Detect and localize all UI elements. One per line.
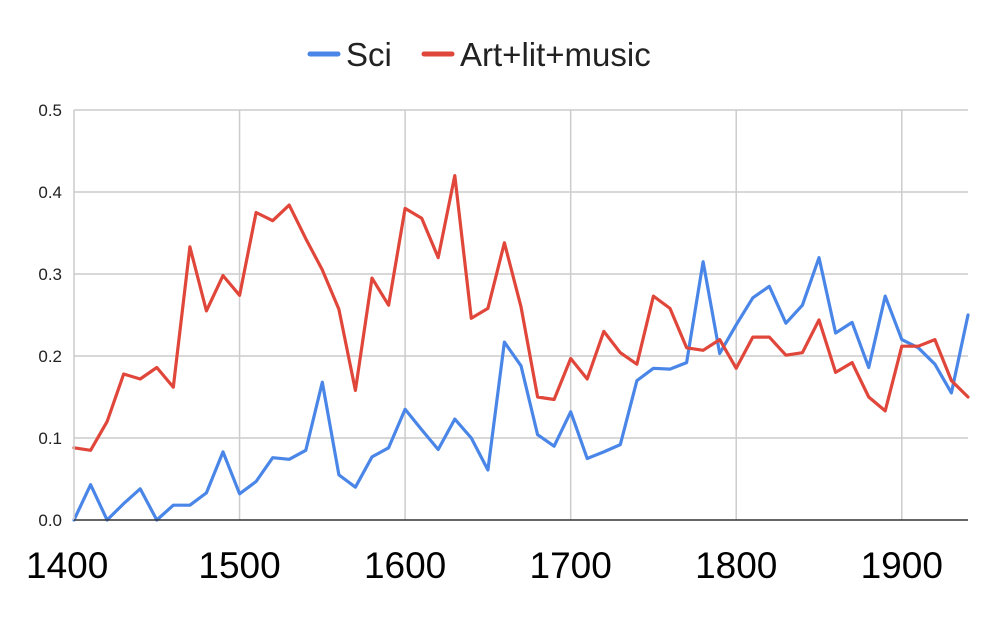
legend: Sci Art+lit+music [307,36,651,73]
y-tick-label: 0.1 [38,429,62,448]
y-tick-label: 0.0 [38,511,62,530]
series-line-sci [72,256,970,522]
y-tick-label: 0.3 [38,265,62,284]
axes [73,110,968,521]
y-tick-label: 0.5 [38,101,62,120]
x-tick-label: 1900 [861,545,943,586]
legend-label-sci: Sci [346,36,392,73]
y-tick-label: 0.4 [38,183,62,202]
legend-label-art-lit-music: Art+lit+music [460,36,651,73]
x-tick-label: 1700 [530,545,612,586]
y-tick-label: 0.2 [38,347,62,366]
x-tick-label: 1600 [364,545,446,586]
x-tick-label: 1400 [26,545,108,586]
x-axis-tick-labels: 1400 1500 1600 1700 1800 1900 [26,545,943,586]
y-axis-tick-labels: 0.0 0.1 0.2 0.3 0.4 0.5 [38,101,62,530]
series-lines [72,174,970,522]
x-tick-label: 1800 [695,545,777,586]
series-line-art-lit-music [72,174,970,452]
x-tick-label: 1500 [198,545,280,586]
gridlines [74,109,968,520]
